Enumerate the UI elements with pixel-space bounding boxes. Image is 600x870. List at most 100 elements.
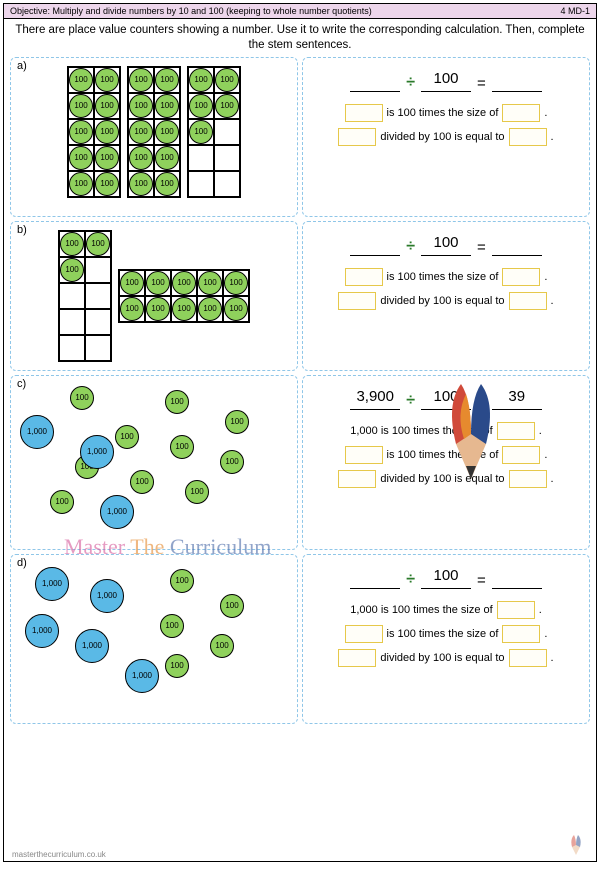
counter-100: 100: [224, 271, 248, 295]
calculation-d: ÷ 100 =: [307, 567, 585, 589]
frame-cell: [59, 309, 85, 335]
frame-cell: 100: [59, 257, 85, 283]
counter-100: 100: [210, 634, 234, 658]
answer-box[interactable]: [345, 625, 383, 643]
counter-100: 100: [50, 490, 74, 514]
counter-100: 100: [95, 120, 119, 144]
answer-box[interactable]: [497, 601, 535, 619]
dividend-blank[interactable]: [350, 567, 400, 589]
frame-cell: 100: [154, 93, 180, 119]
answer-box[interactable]: [509, 128, 547, 146]
frame-cell: 100: [128, 145, 154, 171]
counter-100: 100: [220, 594, 244, 618]
divisor: 100: [421, 70, 471, 92]
equals-icon: =: [477, 239, 486, 256]
answer-box[interactable]: [502, 446, 540, 464]
frame-cell: [188, 145, 214, 171]
counter-100: 100: [215, 68, 239, 92]
ten-frame: 100100100100100: [187, 66, 241, 198]
frame-cell: 100: [128, 67, 154, 93]
scatter-c: 1001001001001001001001001001001,0001,000…: [15, 380, 293, 530]
quotient-blank[interactable]: [492, 234, 542, 256]
frame-cell: 100: [214, 67, 240, 93]
counter-100: 100: [69, 68, 93, 92]
divisor: 100: [421, 567, 471, 589]
answer-box[interactable]: [338, 128, 376, 146]
counter-100: 100: [115, 425, 139, 449]
counter-100: 100: [70, 386, 94, 410]
dividend-blank[interactable]: [350, 234, 400, 256]
frame-cell: 100: [68, 119, 94, 145]
equals-icon: =: [477, 572, 486, 589]
counter-100: 100: [189, 120, 213, 144]
frame-cell: 100: [197, 270, 223, 296]
frame-cell: [214, 171, 240, 197]
answer-box[interactable]: [509, 649, 547, 667]
frame-cell: 100: [188, 93, 214, 119]
counter-1000: 1,000: [75, 629, 109, 663]
stem-sentence: 1,000 is 100 times the size of .: [307, 601, 585, 619]
counter-100: 100: [129, 146, 153, 170]
frame-cell: 100: [85, 231, 111, 257]
answer-box[interactable]: [509, 292, 547, 310]
frame-cell: 100: [128, 93, 154, 119]
frame-cell: [85, 257, 111, 283]
dividend-blank[interactable]: [350, 70, 400, 92]
sentence-text: divided by 100 is equal to: [380, 473, 504, 485]
calculation-b: ÷ 100 =: [307, 234, 585, 256]
counter-100: 100: [120, 297, 144, 321]
header-bar: Objective: Multiply and divide numbers b…: [4, 4, 596, 19]
frame-cell: 100: [94, 67, 120, 93]
dividend: 3,900: [350, 388, 400, 410]
answer-box[interactable]: [345, 268, 383, 286]
counter-100: 100: [155, 94, 179, 118]
counter-100: 100: [220, 450, 244, 474]
frame-cell: 100: [94, 119, 120, 145]
counter-100: 100: [155, 68, 179, 92]
counter-100: 100: [165, 390, 189, 414]
frame-cell: [85, 309, 111, 335]
counter-100: 100: [95, 68, 119, 92]
counter-100: 100: [129, 172, 153, 196]
answer-box[interactable]: [509, 470, 547, 488]
counter-100: 100: [189, 68, 213, 92]
counter-100: 100: [198, 271, 222, 295]
counter-1000: 1,000: [80, 435, 114, 469]
quotient: 39: [492, 388, 542, 410]
answer-box[interactable]: [502, 268, 540, 286]
frame-cell: 100: [145, 296, 171, 322]
code-text: 4 MD-1: [560, 6, 590, 16]
answer-box[interactable]: [345, 446, 383, 464]
stem-sentence: divided by 100 is equal to .: [307, 292, 585, 310]
stem-sentence: is 100 times the size of .: [307, 268, 585, 286]
quotient-blank[interactable]: [492, 567, 542, 589]
answer-box[interactable]: [338, 292, 376, 310]
problem-row-d: d) 1001001001001001,0001,0001,0001,0001,…: [4, 554, 596, 724]
stem-sentence: divided by 100 is equal to .: [307, 128, 585, 146]
answer-box[interactable]: [497, 422, 535, 440]
counter-100: 100: [69, 94, 93, 118]
answer-box[interactable]: [338, 470, 376, 488]
frame-cell: 100: [59, 231, 85, 257]
stem-sentence: 1,000 is 100 times the size of .: [307, 422, 585, 440]
answer-box[interactable]: [502, 625, 540, 643]
visual-panel-d: d) 1001001001001001,0001,0001,0001,0001,…: [10, 554, 298, 724]
frame-cell: 100: [119, 296, 145, 322]
sentence-text: divided by 100 is equal to: [380, 652, 504, 664]
stem-sentence: is 100 times the size of .: [307, 446, 585, 464]
answer-box[interactable]: [338, 649, 376, 667]
sentence-text: is 100 times the size of: [387, 449, 499, 461]
counter-1000: 1,000: [125, 659, 159, 693]
frame-cell: 100: [68, 145, 94, 171]
answer-box[interactable]: [502, 104, 540, 122]
answer-panel-c: 3,900 ÷ 100 = 39 1,000 is 100 times the …: [302, 375, 590, 550]
problem-row-a: a) 1001001001001001001001001001001001001…: [4, 57, 596, 217]
visual-panel-a: a) 1001001001001001001001001001001001001…: [10, 57, 298, 217]
counter-100: 100: [95, 146, 119, 170]
frame-cell: 100: [197, 296, 223, 322]
answer-box[interactable]: [345, 104, 383, 122]
counter-100: 100: [155, 120, 179, 144]
counter-100: 100: [129, 94, 153, 118]
sentence-text: is 100 times the size of: [387, 628, 499, 640]
quotient-blank[interactable]: [492, 70, 542, 92]
